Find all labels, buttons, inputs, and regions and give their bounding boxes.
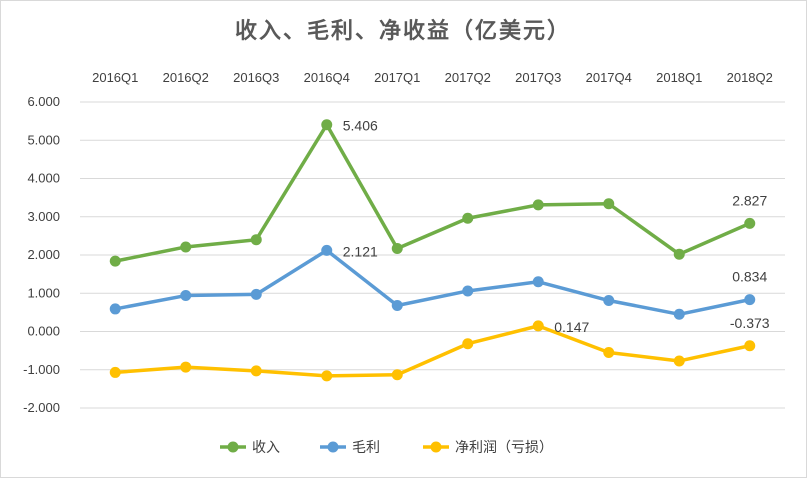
data-point bbox=[109, 303, 121, 315]
y-tick-label: -2.000 bbox=[23, 400, 60, 415]
gridlines bbox=[80, 101, 785, 409]
series-line bbox=[113, 248, 752, 317]
series-line bbox=[113, 324, 752, 378]
data-point bbox=[109, 366, 121, 378]
y-tick-label: 6.000 bbox=[27, 94, 60, 109]
series-group bbox=[109, 119, 756, 382]
data-point bbox=[603, 295, 615, 307]
data-point bbox=[673, 355, 685, 367]
data-point bbox=[391, 242, 403, 254]
data-point bbox=[391, 299, 403, 311]
data-point bbox=[321, 244, 333, 256]
data-point bbox=[532, 276, 544, 288]
data-point bbox=[532, 199, 544, 211]
data-point bbox=[250, 365, 262, 377]
legend-swatch-marker bbox=[327, 441, 339, 453]
data-point bbox=[250, 234, 262, 246]
y-tick-label: 2.000 bbox=[27, 247, 60, 262]
data-point bbox=[180, 290, 192, 302]
x-tick-label: 2016Q3 bbox=[233, 70, 279, 85]
data-point bbox=[532, 320, 544, 332]
x-tick-label: 2016Q2 bbox=[163, 70, 209, 85]
data-point bbox=[321, 370, 333, 382]
data-point bbox=[462, 285, 474, 297]
data-point bbox=[109, 255, 121, 267]
y-tick-label: 5.000 bbox=[27, 132, 60, 147]
y-axis: 6.000 5.000 4.000 3.000 2.000 1.000 0.000 -1.00… bbox=[23, 94, 60, 415]
chart-title: 收入、毛利、净收益（亿美元） bbox=[235, 18, 571, 44]
data-label: 2.827 bbox=[732, 192, 767, 208]
data-point bbox=[180, 361, 192, 373]
legend: 收入 毛利 净利润（亏损） bbox=[220, 440, 553, 456]
data-point bbox=[250, 288, 262, 300]
x-tick-label: 2016Q4 bbox=[304, 70, 350, 85]
y-tick-label: 1.000 bbox=[27, 285, 60, 300]
legend-label: 收入 bbox=[252, 440, 280, 456]
legend-label: 净利润（亏损） bbox=[455, 440, 553, 456]
x-tick-label: 2017Q1 bbox=[374, 70, 420, 85]
x-tick-label: 2017Q3 bbox=[515, 70, 561, 85]
x-tick-label: 2016Q1 bbox=[92, 70, 138, 85]
x-axis: 2016Q1 2016Q2 2016Q3 2016Q4 2017Q1 2017Q2 2017… bbox=[92, 70, 773, 85]
y-tick-label: 4.000 bbox=[27, 171, 60, 186]
y-tick-label: 0.000 bbox=[27, 324, 60, 339]
series-line bbox=[113, 122, 752, 263]
data-labels: 5.406 2.827 2.121 0.834 0.147 -0.373 bbox=[343, 118, 770, 335]
data-label: 5.406 bbox=[343, 118, 378, 134]
data-point bbox=[462, 338, 474, 350]
legend-swatch-marker bbox=[227, 441, 239, 453]
data-point bbox=[744, 294, 756, 306]
data-point bbox=[180, 241, 192, 253]
data-point bbox=[744, 217, 756, 229]
data-label: -0.373 bbox=[730, 315, 770, 331]
data-label: 0.147 bbox=[554, 319, 589, 335]
data-point bbox=[744, 340, 756, 352]
x-tick-label: 2017Q2 bbox=[445, 70, 491, 85]
data-point bbox=[462, 212, 474, 224]
data-label: 0.834 bbox=[732, 269, 767, 285]
data-point bbox=[603, 198, 615, 210]
x-tick-label: 2018Q2 bbox=[727, 70, 773, 85]
x-tick-label: 2018Q1 bbox=[656, 70, 702, 85]
y-tick-label: 3.000 bbox=[27, 209, 60, 224]
data-label: 2.121 bbox=[343, 243, 378, 259]
data-point bbox=[673, 308, 685, 320]
data-point bbox=[673, 248, 685, 260]
y-tick-label: -1.000 bbox=[23, 362, 60, 377]
legend-swatch-marker bbox=[430, 441, 442, 453]
data-point bbox=[603, 347, 615, 359]
data-point bbox=[321, 119, 333, 131]
legend-label: 毛利 bbox=[352, 440, 380, 456]
x-tick-label: 2017Q4 bbox=[586, 70, 632, 85]
data-point bbox=[391, 369, 403, 381]
